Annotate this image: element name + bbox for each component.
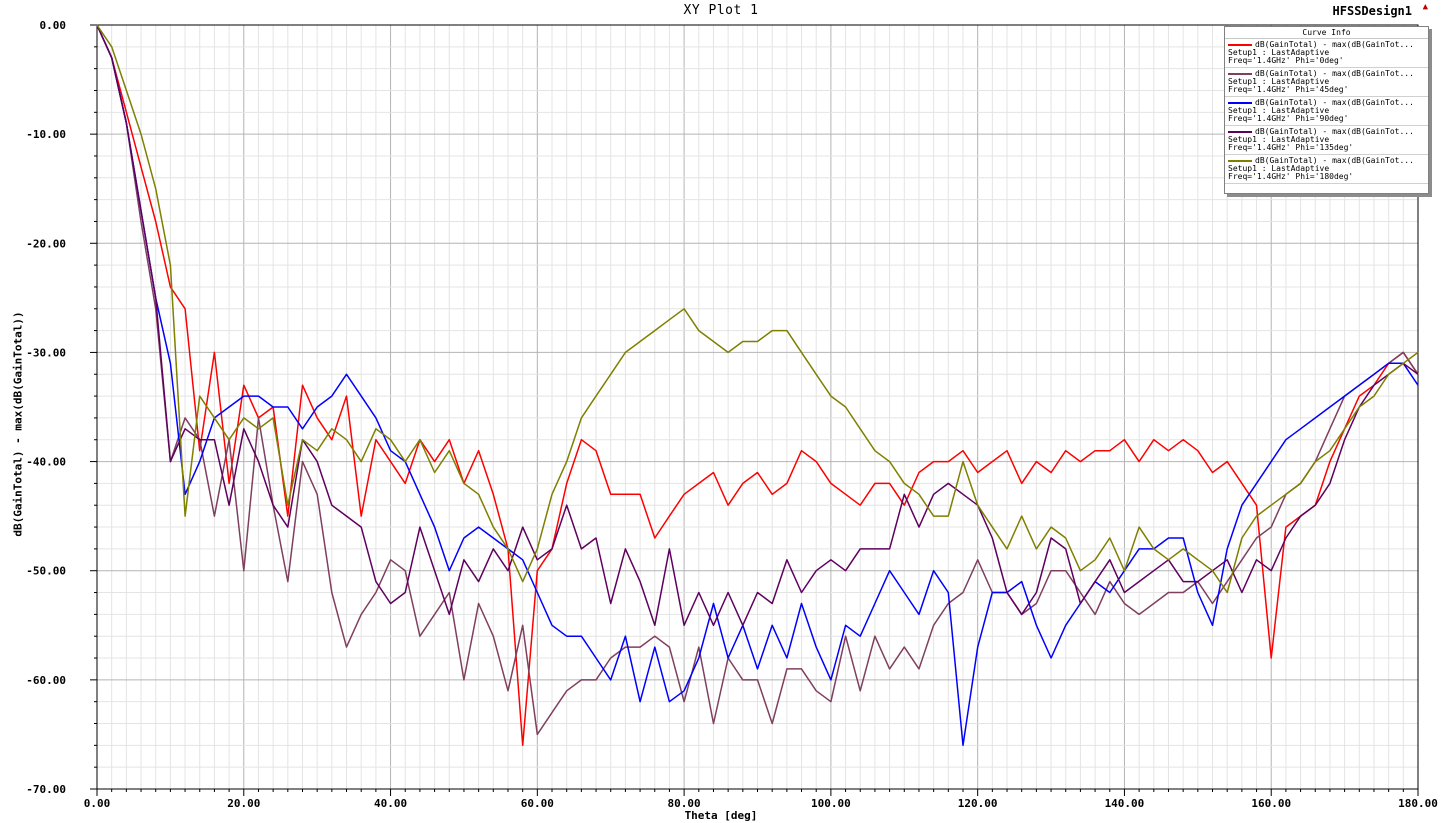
y-tick-label: -30.00 [26,346,66,359]
series-line-0[interactable] [96,24,1419,747]
x-tick-label: 160.00 [1251,797,1291,810]
plot-title: XY Plot 1 [683,3,759,18]
legend-setup: Setup1 : LastAdaptive [1228,78,1330,86]
legend-entry[interactable]: dB(GainTotal) - max(dB(GainTot... Setup1… [1225,68,1428,97]
legend-entry[interactable]: dB(GainTotal) - max(dB(GainTot... Setup1… [1225,97,1428,126]
legend-params: Freq='1.4GHz' Phi='45deg' [1228,86,1349,94]
axis-ticks: 0.00 20.00 40.00 60.00 80.00 100.00 120.00 140.… [26,19,1438,810]
legend-swatch [1228,160,1252,162]
legend-entry[interactable]: dB(GainTotal) - max(dB(GainTot... Setup1… [1225,39,1428,68]
grid [96,24,1419,790]
y-tick-label: -10.00 [26,128,66,141]
x-tick-label: 80.00 [668,797,701,810]
x-tick-label: 0.00 [84,797,111,810]
legend-header: Curve Info [1225,27,1428,39]
y-tick-label: -20.00 [26,237,66,250]
legend-setup: Setup1 : LastAdaptive [1228,136,1330,144]
x-axis-label: Theta [deg] [684,809,758,822]
legend-swatch [1228,73,1252,75]
x-tick-label: 60.00 [521,797,554,810]
legend-setup: Setup1 : LastAdaptive [1228,165,1330,173]
legend-params: Freq='1.4GHz' Phi='180deg' [1228,173,1354,181]
y-tick-label: 0.00 [40,19,67,32]
legend-expr: dB(GainTotal) - max(dB(GainTot... [1255,157,1414,165]
legend-expr: dB(GainTotal) - max(dB(GainTot... [1255,41,1414,49]
y-tick-label: -60.00 [26,674,66,687]
legend-entry[interactable]: dB(GainTotal) - max(dB(GainTot... Setup1… [1225,126,1428,155]
legend-expr: dB(GainTotal) - max(dB(GainTot... [1255,70,1414,78]
legend-params: Freq='1.4GHz' Phi='0deg' [1228,57,1344,65]
legend-swatch [1228,44,1252,46]
legend-params: Freq='1.4GHz' Phi='135deg' [1228,144,1354,152]
y-tick-label: -70.00 [26,783,66,796]
x-tick-label: 180.00 [1398,797,1438,810]
x-tick-label: 40.00 [374,797,407,810]
legend-swatch [1228,102,1252,104]
legend-expr: dB(GainTotal) - max(dB(GainTot... [1255,128,1414,136]
y-tick-label: -50.00 [26,565,66,578]
legend-swatch [1228,131,1252,133]
series-line-3[interactable] [96,24,1419,627]
legend-expr: dB(GainTotal) - max(dB(GainTot... [1255,99,1414,107]
legend-setup: Setup1 : LastAdaptive [1228,49,1330,57]
y-tick-label: -40.00 [26,456,66,469]
series-line-2[interactable] [96,24,1419,747]
curve-info-legend[interactable]: Curve Info dB(GainTotal) - max(dB(GainTo… [1224,26,1429,194]
y-axis-label: dB(GainTotal) - max(dB(GainTotal)) [11,311,25,537]
x-tick-label: 100.00 [811,797,851,810]
triangle-up-icon[interactable]: ▲ [1422,2,1428,12]
legend-params: Freq='1.4GHz' Phi='90deg' [1228,115,1349,123]
x-tick-label: 140.00 [1105,797,1145,810]
legend-entry[interactable]: dB(GainTotal) - max(dB(GainTot... Setup1… [1225,155,1428,184]
legend-setup: Setup1 : LastAdaptive [1228,107,1330,115]
x-tick-label: 120.00 [958,797,998,810]
design-name: HFSSDesign1 [1332,4,1412,18]
series-line-4[interactable] [96,24,1419,594]
x-tick-label: 20.00 [227,797,260,810]
series-group [96,24,1419,747]
